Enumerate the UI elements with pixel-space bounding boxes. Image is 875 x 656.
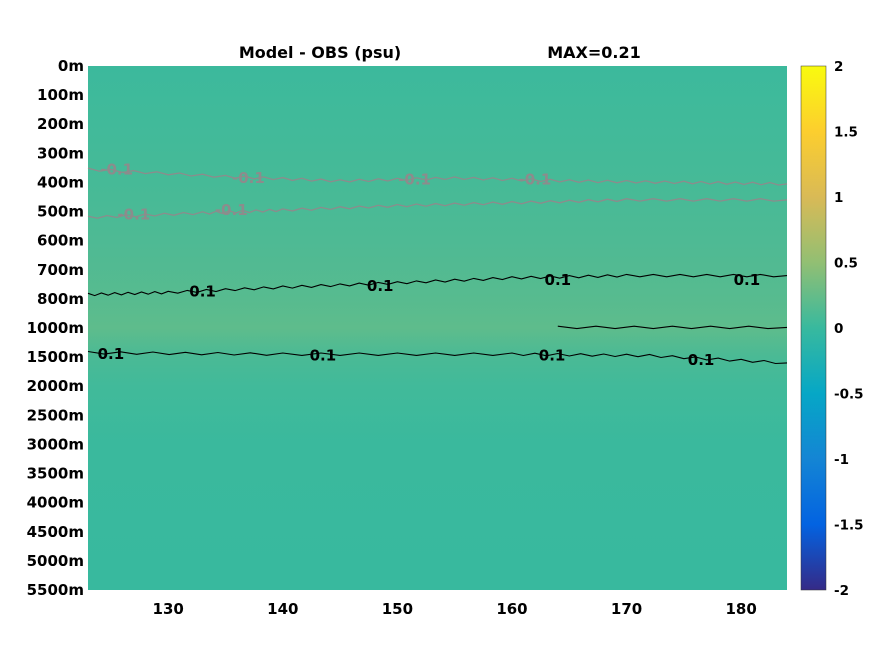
colorbar-tick-label: -1.5 <box>834 518 864 534</box>
contour-label: -0.1 <box>398 171 431 189</box>
y-tick-label: 1500m <box>27 348 84 366</box>
contour-line <box>87 167 788 186</box>
y-tick-label: 3500m <box>27 465 84 483</box>
y-tick-label: 4500m <box>27 523 84 541</box>
colorbar-tick-label: -2 <box>834 583 849 599</box>
contour-label: 0.1 <box>98 345 125 363</box>
y-axis-ticks: 0m 100m 200m 300m 400m 500m 600m 700m 800m 1000m 1… <box>27 57 84 599</box>
y-tick-label: 5500m <box>27 581 84 599</box>
contour-line <box>87 273 788 297</box>
y-tick-label: 4000m <box>27 494 84 512</box>
x-tick-label: 180 <box>726 600 757 618</box>
x-tick-label: 140 <box>267 600 298 618</box>
colorbar-tick-label: 1 <box>834 190 843 206</box>
contour-label: -0.1 <box>117 205 150 223</box>
y-tick-label: 1000m <box>27 319 84 337</box>
contour-line <box>557 325 788 330</box>
contour-label: -0.1 <box>100 160 133 178</box>
y-tick-label: 400m <box>37 173 84 191</box>
contour-label: -0.1 <box>215 201 248 219</box>
y-tick-label: 100m <box>37 86 84 104</box>
x-axis-ticks: 130 140 150 160 170 180 <box>153 600 757 618</box>
contour-label: 0.1 <box>367 277 394 295</box>
contour-label: 0.1 <box>189 283 216 301</box>
contour-label: 0.1 <box>734 271 761 289</box>
colorbar-tick-label: 0.5 <box>834 256 858 272</box>
contour-label: -0.1 <box>518 171 551 189</box>
y-tick-label: 300m <box>37 144 84 162</box>
contour-line <box>87 350 788 365</box>
contour-lines <box>87 167 788 365</box>
y-tick-label: 2500m <box>27 406 84 424</box>
contour-label: 0.1 <box>545 271 572 289</box>
colorbar-tick-label: 2 <box>834 59 843 75</box>
contour-line <box>87 198 788 219</box>
contour-label: 0.1 <box>688 351 715 369</box>
contour-label: 0.1 <box>310 347 337 365</box>
y-tick-label: 800m <box>37 290 84 308</box>
colorbar <box>800 65 827 591</box>
contour-label: -0.1 <box>232 169 265 187</box>
y-tick-label: 500m <box>37 203 84 221</box>
max-annotation: MAX=0.21 <box>547 43 641 62</box>
y-tick-label: 700m <box>37 261 84 279</box>
y-tick-label: 0m <box>58 57 84 75</box>
y-tick-label: 5000m <box>27 552 84 570</box>
colorbar-tick-label: 1.5 <box>834 125 858 141</box>
x-tick-label: 170 <box>611 600 642 618</box>
x-tick-label: 150 <box>382 600 413 618</box>
colorbar-ticks: 2 1.5 1 0.5 0 -0.5 -1 -1.5 -2 <box>834 59 864 599</box>
x-tick-label: 130 <box>153 600 184 618</box>
colorbar-tick-label: 0 <box>834 321 843 337</box>
y-tick-label: 600m <box>37 232 84 250</box>
colorbar-tick-label: -1 <box>834 452 849 468</box>
x-tick-label: 160 <box>496 600 527 618</box>
contour-labels: -0.1 -0.1 -0.1 -0.1 -0.1 -0.1 0.1 0.1 0.1 0.1 0.1 0… <box>98 160 761 369</box>
colorbar-tick-label: -0.5 <box>834 387 864 403</box>
y-tick-label: 200m <box>37 115 84 133</box>
y-tick-label: 2000m <box>27 377 84 395</box>
contour-label: 0.1 <box>539 347 566 365</box>
y-tick-label: 3000m <box>27 435 84 453</box>
heatmap-field <box>88 66 787 590</box>
chart-title: Model - OBS (psu) <box>239 43 401 62</box>
